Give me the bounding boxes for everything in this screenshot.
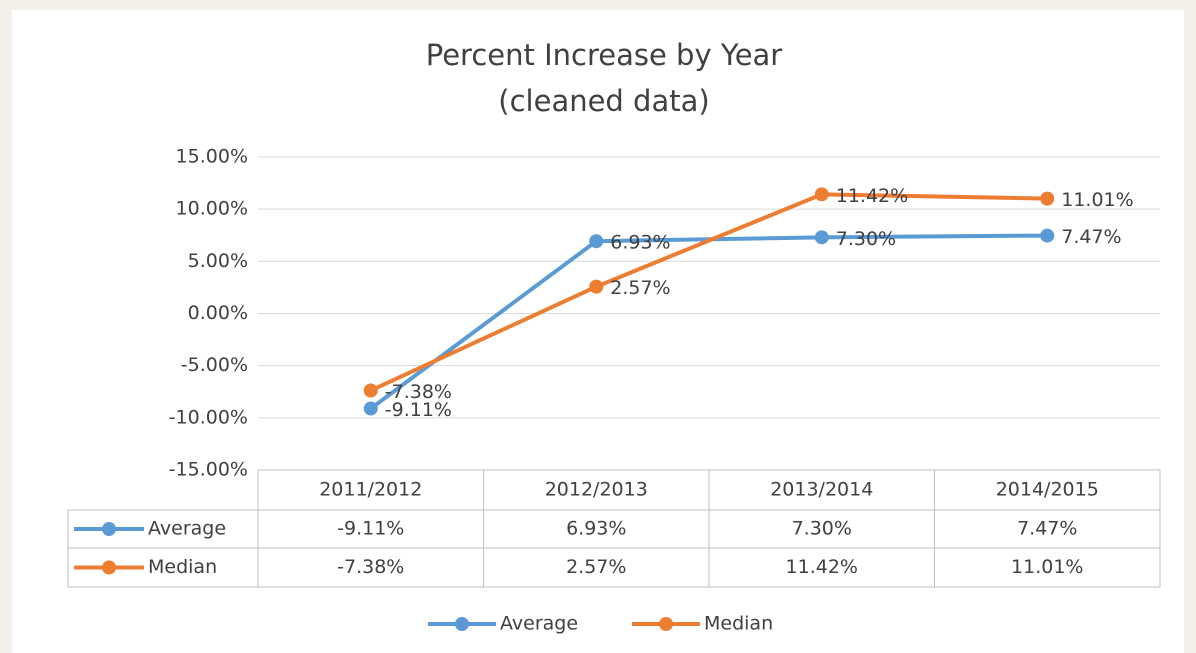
table-cell: 11.42%: [786, 556, 858, 578]
marker: [589, 234, 604, 249]
table-row-label: Median: [148, 556, 217, 578]
table-cell: -7.38%: [337, 556, 404, 578]
marker: [363, 401, 378, 416]
x-tick-label: 2012/2013: [545, 479, 648, 501]
y-tick-label: 10.00%: [176, 198, 248, 220]
data-label: -7.38%: [385, 381, 452, 403]
table-cell: 11.01%: [1011, 556, 1083, 578]
legend-label: Median: [704, 613, 773, 635]
table-cell: 6.93%: [566, 518, 626, 540]
table-row-label: Average: [148, 518, 226, 540]
chart-title: Percent Increase by Year: [426, 38, 783, 72]
marker: [814, 187, 829, 202]
marker: [363, 383, 378, 398]
data-label: 7.30%: [836, 228, 896, 250]
legend-key: [455, 617, 469, 631]
table-cell: 7.47%: [1017, 518, 1077, 540]
data-label: 7.47%: [1061, 226, 1121, 248]
x-tick-label: 2013/2014: [770, 479, 873, 501]
data-label: -9.11%: [385, 399, 452, 421]
y-tick-label: -15.00%: [169, 459, 248, 481]
data-label: 2.57%: [610, 277, 670, 299]
table-legend-key: [102, 560, 116, 575]
x-tick-label: 2011/2012: [319, 479, 422, 501]
data-label: 11.01%: [1061, 189, 1133, 211]
marker: [1040, 228, 1055, 243]
legend-label: Average: [500, 613, 578, 635]
chart-area: [12, 10, 1184, 653]
y-tick-label: 5.00%: [188, 250, 248, 272]
table-cell: 7.30%: [792, 518, 852, 540]
chart-subtitle: (cleaned data): [498, 84, 709, 118]
x-tick-label: 2014/2015: [996, 479, 1099, 501]
marker: [589, 279, 604, 294]
legend-key: [659, 617, 673, 631]
table-cell: -9.11%: [337, 518, 404, 540]
marker: [1040, 191, 1055, 206]
line: [369, 192, 1048, 393]
data-label: 11.42%: [836, 185, 908, 207]
data-label: 6.93%: [610, 232, 670, 254]
y-tick-label: -5.00%: [181, 354, 248, 376]
table-cell: 2.57%: [566, 556, 626, 578]
y-tick-label: -10.00%: [169, 406, 248, 428]
marker: [814, 230, 829, 245]
y-tick-label: 0.00%: [188, 302, 248, 324]
table-legend-key: [102, 522, 116, 536]
y-tick-label: 15.00%: [176, 146, 248, 168]
